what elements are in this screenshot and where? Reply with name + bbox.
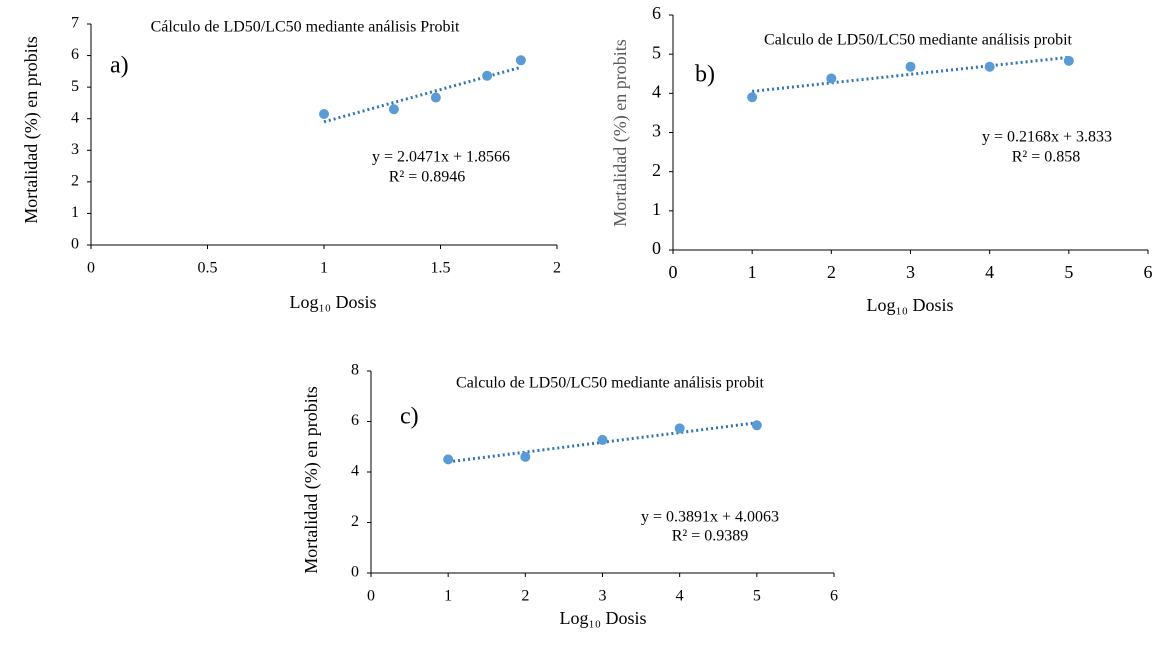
- x-tick-label: 0.5: [198, 260, 218, 277]
- data-point: [482, 70, 493, 81]
- x-tick-label: 1: [320, 260, 328, 277]
- data-point: [515, 55, 526, 66]
- y-tick-label: 6: [351, 412, 359, 429]
- x-tick-label: 1: [444, 588, 452, 605]
- y-axis-label: Mortalidad (%) en probits: [610, 39, 631, 226]
- x-tick-label: 4: [676, 588, 684, 605]
- y-tick-label: 3: [652, 121, 661, 141]
- chart-title: Cálculo de LD50/LC50 mediante análisis P…: [151, 19, 460, 36]
- y-tick-label: 4: [71, 109, 79, 126]
- x-axis-label: Log₁₀ Dosis: [866, 295, 953, 315]
- x-tick-label: 3: [599, 588, 607, 605]
- y-tick-label: 4: [652, 81, 661, 101]
- x-axis-label: Log₁₀ Dosis: [289, 292, 376, 312]
- data-point: [1063, 55, 1074, 66]
- equation: y = 2.0471x + 1.8566: [372, 149, 510, 166]
- y-axis-label: Mortalidad (%) en probits: [301, 386, 322, 573]
- data-point: [751, 420, 762, 431]
- y-tick-label: 5: [652, 42, 661, 62]
- panel-label: a): [110, 53, 129, 79]
- equation: y = 0.2168x + 3.833: [982, 129, 1112, 146]
- x-tick-label: 0: [87, 260, 95, 277]
- data-point: [984, 61, 995, 72]
- y-tick-label: 3: [71, 141, 79, 158]
- data-point: [388, 104, 399, 115]
- x-tick-label: 1: [748, 262, 757, 282]
- x-tick-label: 4: [985, 262, 994, 282]
- x-tick-label: 6: [830, 588, 838, 605]
- y-axis-label: Mortalidad (%) en probits: [21, 36, 42, 223]
- x-tick-label: 6: [1144, 262, 1153, 282]
- y-tick-label: 6: [71, 46, 79, 63]
- chart-title: Calculo de LD50/LC50 mediante análisis p…: [456, 375, 764, 392]
- y-tick-label: 2: [652, 160, 661, 180]
- x-tick-label: 5: [1064, 262, 1073, 282]
- r-squared: R² = 0.858: [1012, 149, 1081, 166]
- y-tick-label: 8: [351, 362, 359, 379]
- x-tick-label: 2: [521, 588, 529, 605]
- data-point: [674, 423, 685, 434]
- data-point: [520, 451, 531, 462]
- y-tick-label: 2: [71, 173, 79, 190]
- y-tick-label: 0: [652, 238, 661, 258]
- trendline: [752, 55, 1069, 93]
- x-tick-label: 0: [367, 588, 375, 605]
- x-axis-label: Log₁₀ Dosis: [559, 608, 646, 628]
- data-point: [430, 92, 441, 103]
- x-tick-label: 5: [753, 588, 761, 605]
- equation: y = 0.3891x + 4.0063: [641, 509, 779, 526]
- x-tick-label: 2: [827, 262, 836, 282]
- x-tick-label: 2: [553, 260, 561, 277]
- x-tick-label: 3: [906, 262, 915, 282]
- y-tick-label: 4: [351, 463, 359, 480]
- data-point: [319, 108, 329, 119]
- data-point: [597, 434, 608, 445]
- r-squared: R² = 0.8946: [389, 169, 466, 186]
- panel-label: b): [695, 62, 715, 88]
- y-tick-label: 2: [351, 513, 359, 530]
- y-tick-label: 7: [71, 15, 79, 32]
- data-point: [747, 92, 758, 103]
- x-tick-label: 0: [669, 262, 678, 282]
- y-tick-label: 1: [652, 199, 661, 219]
- data-point: [905, 61, 916, 72]
- data-point: [826, 73, 837, 84]
- x-tick-label: 1.5: [431, 260, 451, 277]
- y-tick-label: 6: [652, 3, 661, 23]
- data-point: [443, 454, 454, 465]
- y-tick-label: 1: [71, 204, 79, 221]
- y-tick-label: 0: [351, 564, 359, 581]
- y-tick-label: 5: [71, 78, 79, 95]
- chart-title: Calculo de LD50/LC50 mediante análisis p…: [764, 32, 1072, 49]
- panel-label: c): [400, 404, 419, 430]
- r-squared: R² = 0.9389: [672, 528, 749, 545]
- y-tick-label: 0: [71, 236, 79, 253]
